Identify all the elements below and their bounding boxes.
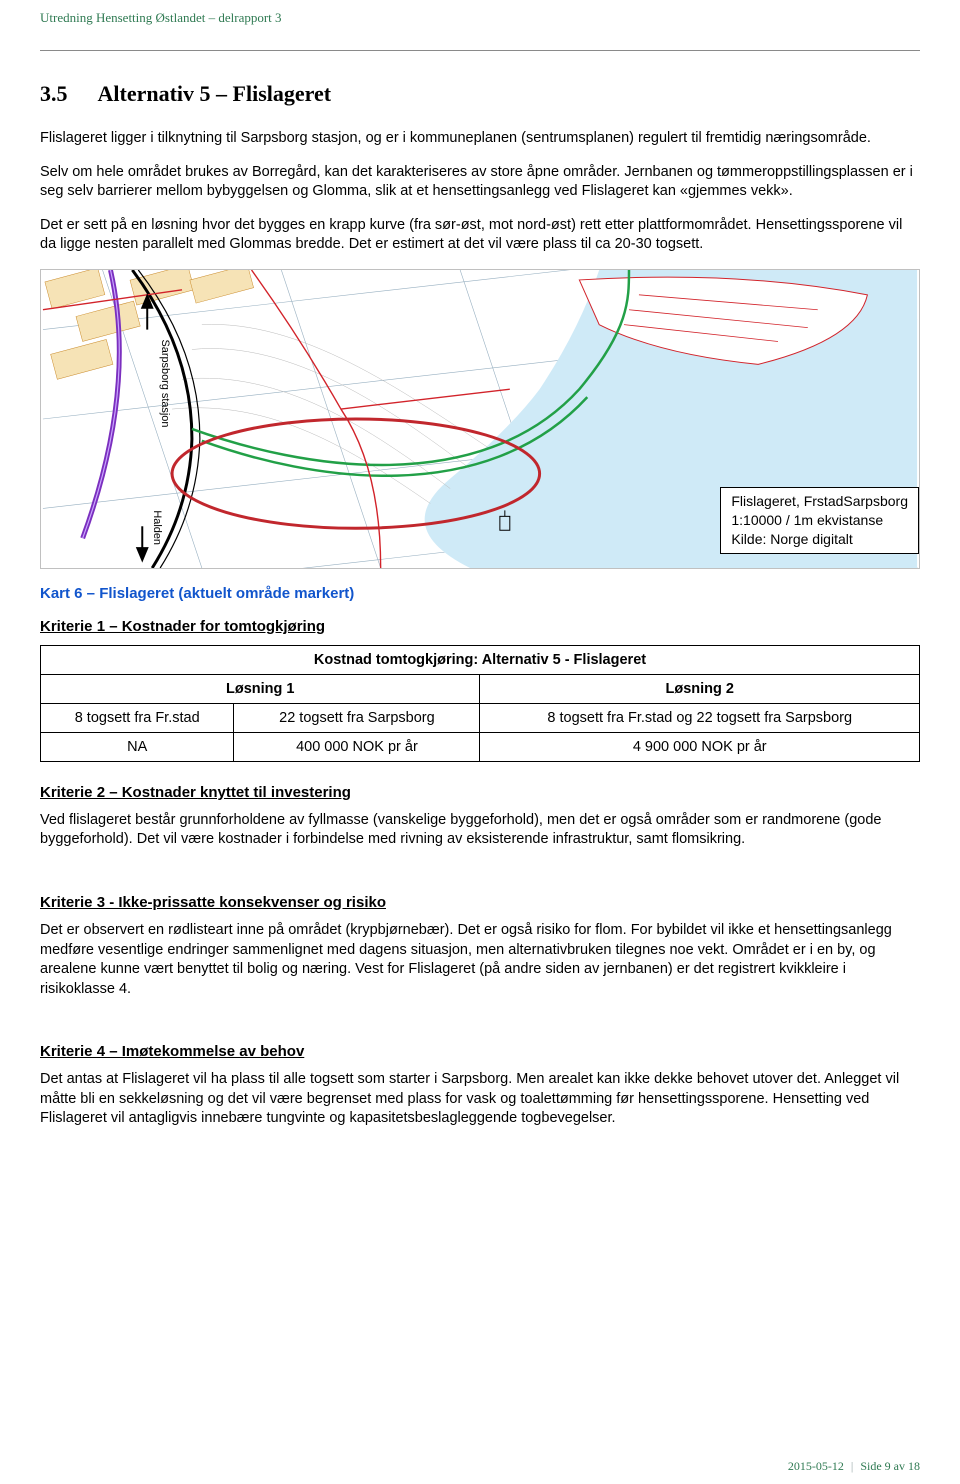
doc-title: Utredning Hensetting Østlandet – delrapp…: [40, 10, 920, 26]
table-cell: 400 000 NOK pr år: [234, 732, 480, 761]
page: Utredning Hensetting Østlandet – delrapp…: [0, 0, 960, 1484]
section-heading: 3.5 Alternativ 5 – Flislageret: [40, 81, 920, 107]
table-head: Kostnad tomtogkjøring: Alternativ 5 - Fl…: [41, 645, 920, 674]
kriterie1-heading: Kriterie 1 – Kostnader for tomtogkjøring: [40, 618, 920, 635]
footer-sep: |: [851, 1459, 853, 1473]
table-row: NA 400 000 NOK pr år 4 900 000 NOK pr år: [41, 732, 920, 761]
table-subhead-l1: Løsning 1: [41, 674, 480, 703]
table-cell: 22 togsett fra Sarpsborg: [234, 703, 480, 732]
map-label-station: Sarpsborg stasjon: [159, 339, 171, 427]
kriterie2-heading: Kriterie 2 – Kostnader knyttet til inves…: [40, 784, 920, 801]
table-cell: 4 900 000 NOK pr år: [480, 732, 920, 761]
paragraph: Det antas at Flislageret vil ha plass ti…: [40, 1070, 920, 1129]
map-legend-line: Flislageret, FrstadSarpsborg: [731, 492, 908, 511]
footer-page: Side 9 av 18: [860, 1459, 920, 1473]
content: 3.5 Alternativ 5 – Flislageret Flislagere…: [0, 51, 960, 1129]
section-number: 3.5: [40, 81, 68, 106]
map-legend-line: 1:10000 / 1m ekvistanse: [731, 511, 908, 530]
paragraph: Selv om hele området brukes av Borregård…: [40, 163, 920, 202]
cost-table: Kostnad tomtogkjøring: Alternativ 5 - Fl…: [40, 645, 920, 762]
paragraph: Flislageret ligger i tilknytning til Sar…: [40, 129, 920, 149]
kriterie3-heading: Kriterie 3 - Ikke-prissatte konsekvenser…: [40, 894, 920, 911]
page-header: Utredning Hensetting Østlandet – delrapp…: [0, 0, 960, 26]
paragraph: Det er observert en rødlisteart inne på …: [40, 921, 920, 999]
footer-date: 2015-05-12: [788, 1459, 844, 1473]
table-cell: 8 togsett fra Fr.stad og 22 togsett fra …: [480, 703, 920, 732]
paragraph: Ved flislageret består grunnforholdene a…: [40, 811, 920, 850]
section-title: Alternativ 5 – Flislageret: [98, 81, 332, 106]
table-cell: NA: [41, 732, 234, 761]
table-cell: 8 togsett fra Fr.stad: [41, 703, 234, 732]
paragraph: Det er sett på en løsning hvor det bygge…: [40, 216, 920, 255]
table-row: 8 togsett fra Fr.stad 22 togsett fra Sar…: [41, 703, 920, 732]
page-footer: 2015-05-12 | Side 9 av 18: [788, 1459, 920, 1474]
map-caption: Kart 6 – Flislageret (aktuelt område mar…: [40, 585, 920, 602]
map-label-halden: Halden: [151, 510, 163, 545]
map-legend-line: Kilde: Norge digitalt: [731, 530, 908, 549]
kriterie4-heading: Kriterie 4 – Imøtekommelse av behov: [40, 1043, 920, 1060]
table-subhead-l2: Løsning 2: [480, 674, 920, 703]
map-legend: Flislageret, FrstadSarpsborg 1:10000 / 1…: [720, 487, 919, 554]
map-figure: Sarpsborg stasjon Halden Flislageret, Fr…: [40, 269, 920, 569]
